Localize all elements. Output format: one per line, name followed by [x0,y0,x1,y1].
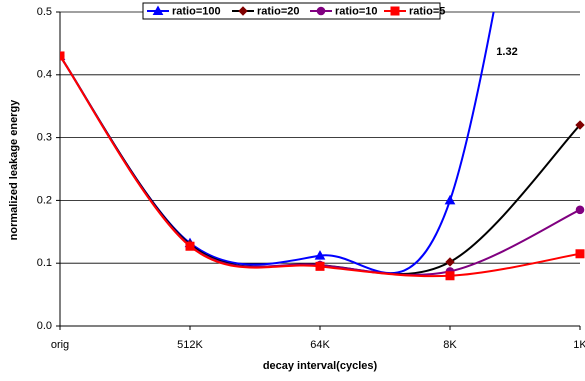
marker [445,271,455,281]
legend-box [142,2,441,20]
series-line [60,55,581,276]
x-tick-label: 512K [177,339,203,351]
marker [445,257,455,267]
legend-label: ratio=10 [335,5,378,17]
legend-marker [152,5,164,15]
y-tick-label: 0.2 [37,194,52,206]
data-label: 1.32 [496,46,517,58]
marker [314,250,326,260]
legend-marker [238,6,248,16]
x-axis-title: decay interval(cycles) [263,360,378,372]
x-tick-label: 64K [310,339,330,351]
legend-marker [390,6,400,16]
marker [575,205,585,215]
x-tick-label: 1K [573,339,585,351]
marker [575,249,585,259]
legend-label: ratio=100 [172,5,221,17]
y-tick-label: 0.5 [37,6,52,18]
plot-area [60,12,585,281]
series-line [60,55,581,278]
marker [315,261,325,271]
y-tick-label: 0.4 [37,69,52,81]
marker [185,241,195,251]
x-tick-label: 8K [443,339,457,351]
series-line [60,12,495,275]
marker [60,51,65,61]
legend-marker [316,6,326,16]
x-tick-label: orig [51,339,69,351]
y-tick-label: 0.1 [37,257,52,269]
y-tick-label: 0.3 [37,132,52,144]
marker [444,194,456,205]
y-axis-title: normalized leakage energy [8,99,20,240]
marker [575,120,585,130]
legend-label: ratio=5 [409,5,445,17]
legend-label: ratio=20 [257,5,300,17]
y-tick-label: 0.0 [37,320,52,332]
series-line [60,55,581,275]
